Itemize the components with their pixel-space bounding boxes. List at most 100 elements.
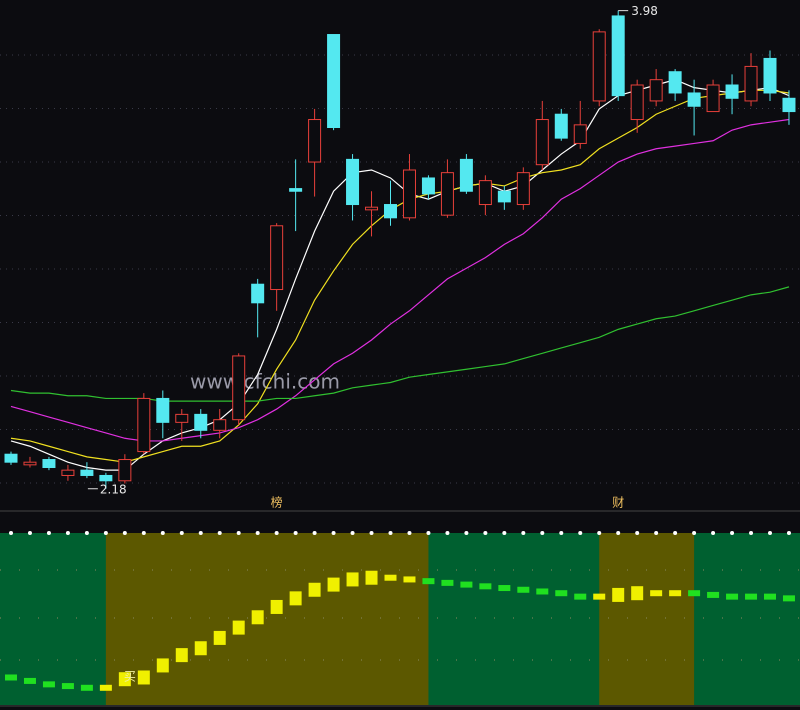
candle-body [137, 397, 151, 453]
signal-mark [631, 586, 644, 601]
signal-mark [745, 593, 758, 600]
marker-dot [293, 531, 298, 535]
signal-mark [365, 570, 378, 585]
highlight-zone [105, 533, 429, 705]
candle-body [4, 453, 18, 463]
marker-dot [578, 531, 583, 535]
candle-body [478, 180, 492, 206]
candle-body [744, 65, 758, 102]
candle-body [23, 461, 37, 466]
signal-mark [422, 578, 435, 585]
candle-body [80, 469, 94, 476]
marker-dot [768, 531, 772, 535]
signal-mark [764, 593, 776, 600]
signal-mark [517, 586, 530, 593]
signal-mark [403, 576, 416, 583]
candle-body [251, 283, 265, 304]
marker-dot [217, 531, 222, 535]
signal-mark [42, 681, 55, 688]
candle-body [327, 34, 341, 128]
marker-dot [407, 531, 412, 535]
marker-dot [160, 531, 165, 535]
marker-dot [749, 531, 754, 535]
candle-body [42, 459, 56, 468]
candle-body [554, 113, 568, 139]
marker-dot [9, 531, 13, 535]
signal-mark [384, 574, 397, 581]
marker-dot [369, 531, 374, 535]
candle-body [99, 474, 113, 482]
signal-mark [327, 577, 340, 592]
marker-dot [521, 531, 526, 535]
marker-dot [502, 531, 507, 535]
candle-body [346, 158, 360, 206]
marker-dot [711, 531, 716, 535]
marker-dot [388, 531, 393, 535]
marker-dot [350, 531, 355, 535]
moving-average-line [10, 89, 790, 463]
candle-body [459, 158, 473, 192]
marker-dot [331, 531, 336, 535]
candle-body [687, 92, 701, 107]
signal-mark [441, 579, 454, 586]
marker-dot [46, 531, 51, 535]
marker-dot [255, 531, 260, 535]
marker-dot [122, 531, 127, 535]
signal-mark [308, 582, 321, 597]
candle-body [535, 119, 549, 166]
candle-body [194, 413, 208, 431]
marker-dot [141, 531, 146, 535]
marker-dot [464, 531, 469, 535]
marker-dot [786, 531, 791, 535]
marker-dot [540, 531, 545, 535]
signal-mark [726, 593, 739, 600]
signal-mark [61, 683, 74, 690]
marker-dot [635, 531, 640, 535]
candle-body [156, 397, 170, 423]
annotation: 榜 [271, 495, 283, 510]
signal-mark [688, 590, 701, 597]
min-price-label: 2.18 [100, 482, 127, 496]
signal-mark [593, 593, 606, 600]
signal-mark [650, 590, 663, 597]
signal-mark [612, 587, 625, 602]
candle-body [384, 204, 397, 219]
candle-body [706, 84, 720, 113]
candle-body [611, 15, 625, 97]
signal-mark [460, 581, 473, 588]
candle-body [118, 459, 132, 482]
candle-body [763, 57, 777, 94]
marker-dot [730, 531, 735, 535]
marker-dot [179, 531, 184, 535]
candle-body [725, 84, 739, 99]
marker-dot [597, 531, 602, 535]
marker-dot [673, 531, 678, 535]
marker-dot [27, 531, 32, 535]
candle-body [440, 172, 454, 216]
candle-body [649, 79, 663, 102]
signal-mark [80, 684, 93, 691]
marker-dot [483, 531, 488, 535]
marker-dot [559, 531, 564, 535]
marker-dot [312, 531, 317, 535]
signal-mark [782, 595, 795, 602]
max-price-label: 3.98 [631, 4, 658, 18]
signal-mark [156, 658, 169, 673]
signal-mark [213, 630, 226, 645]
marker-dot [65, 531, 70, 535]
highlight-zone [599, 533, 695, 705]
candle-body [573, 124, 587, 144]
signal-mark [346, 572, 359, 587]
candle-body [61, 469, 75, 476]
marker-dot [236, 531, 241, 535]
marker-dot [198, 531, 203, 535]
signal-mark [707, 591, 720, 598]
marker-dot [654, 531, 659, 535]
candle-body [270, 225, 284, 291]
signal-mark [251, 610, 264, 625]
signal-mark [194, 641, 207, 656]
candle-body [782, 97, 796, 113]
marker-dot [426, 531, 431, 535]
candle-body [289, 188, 303, 192]
